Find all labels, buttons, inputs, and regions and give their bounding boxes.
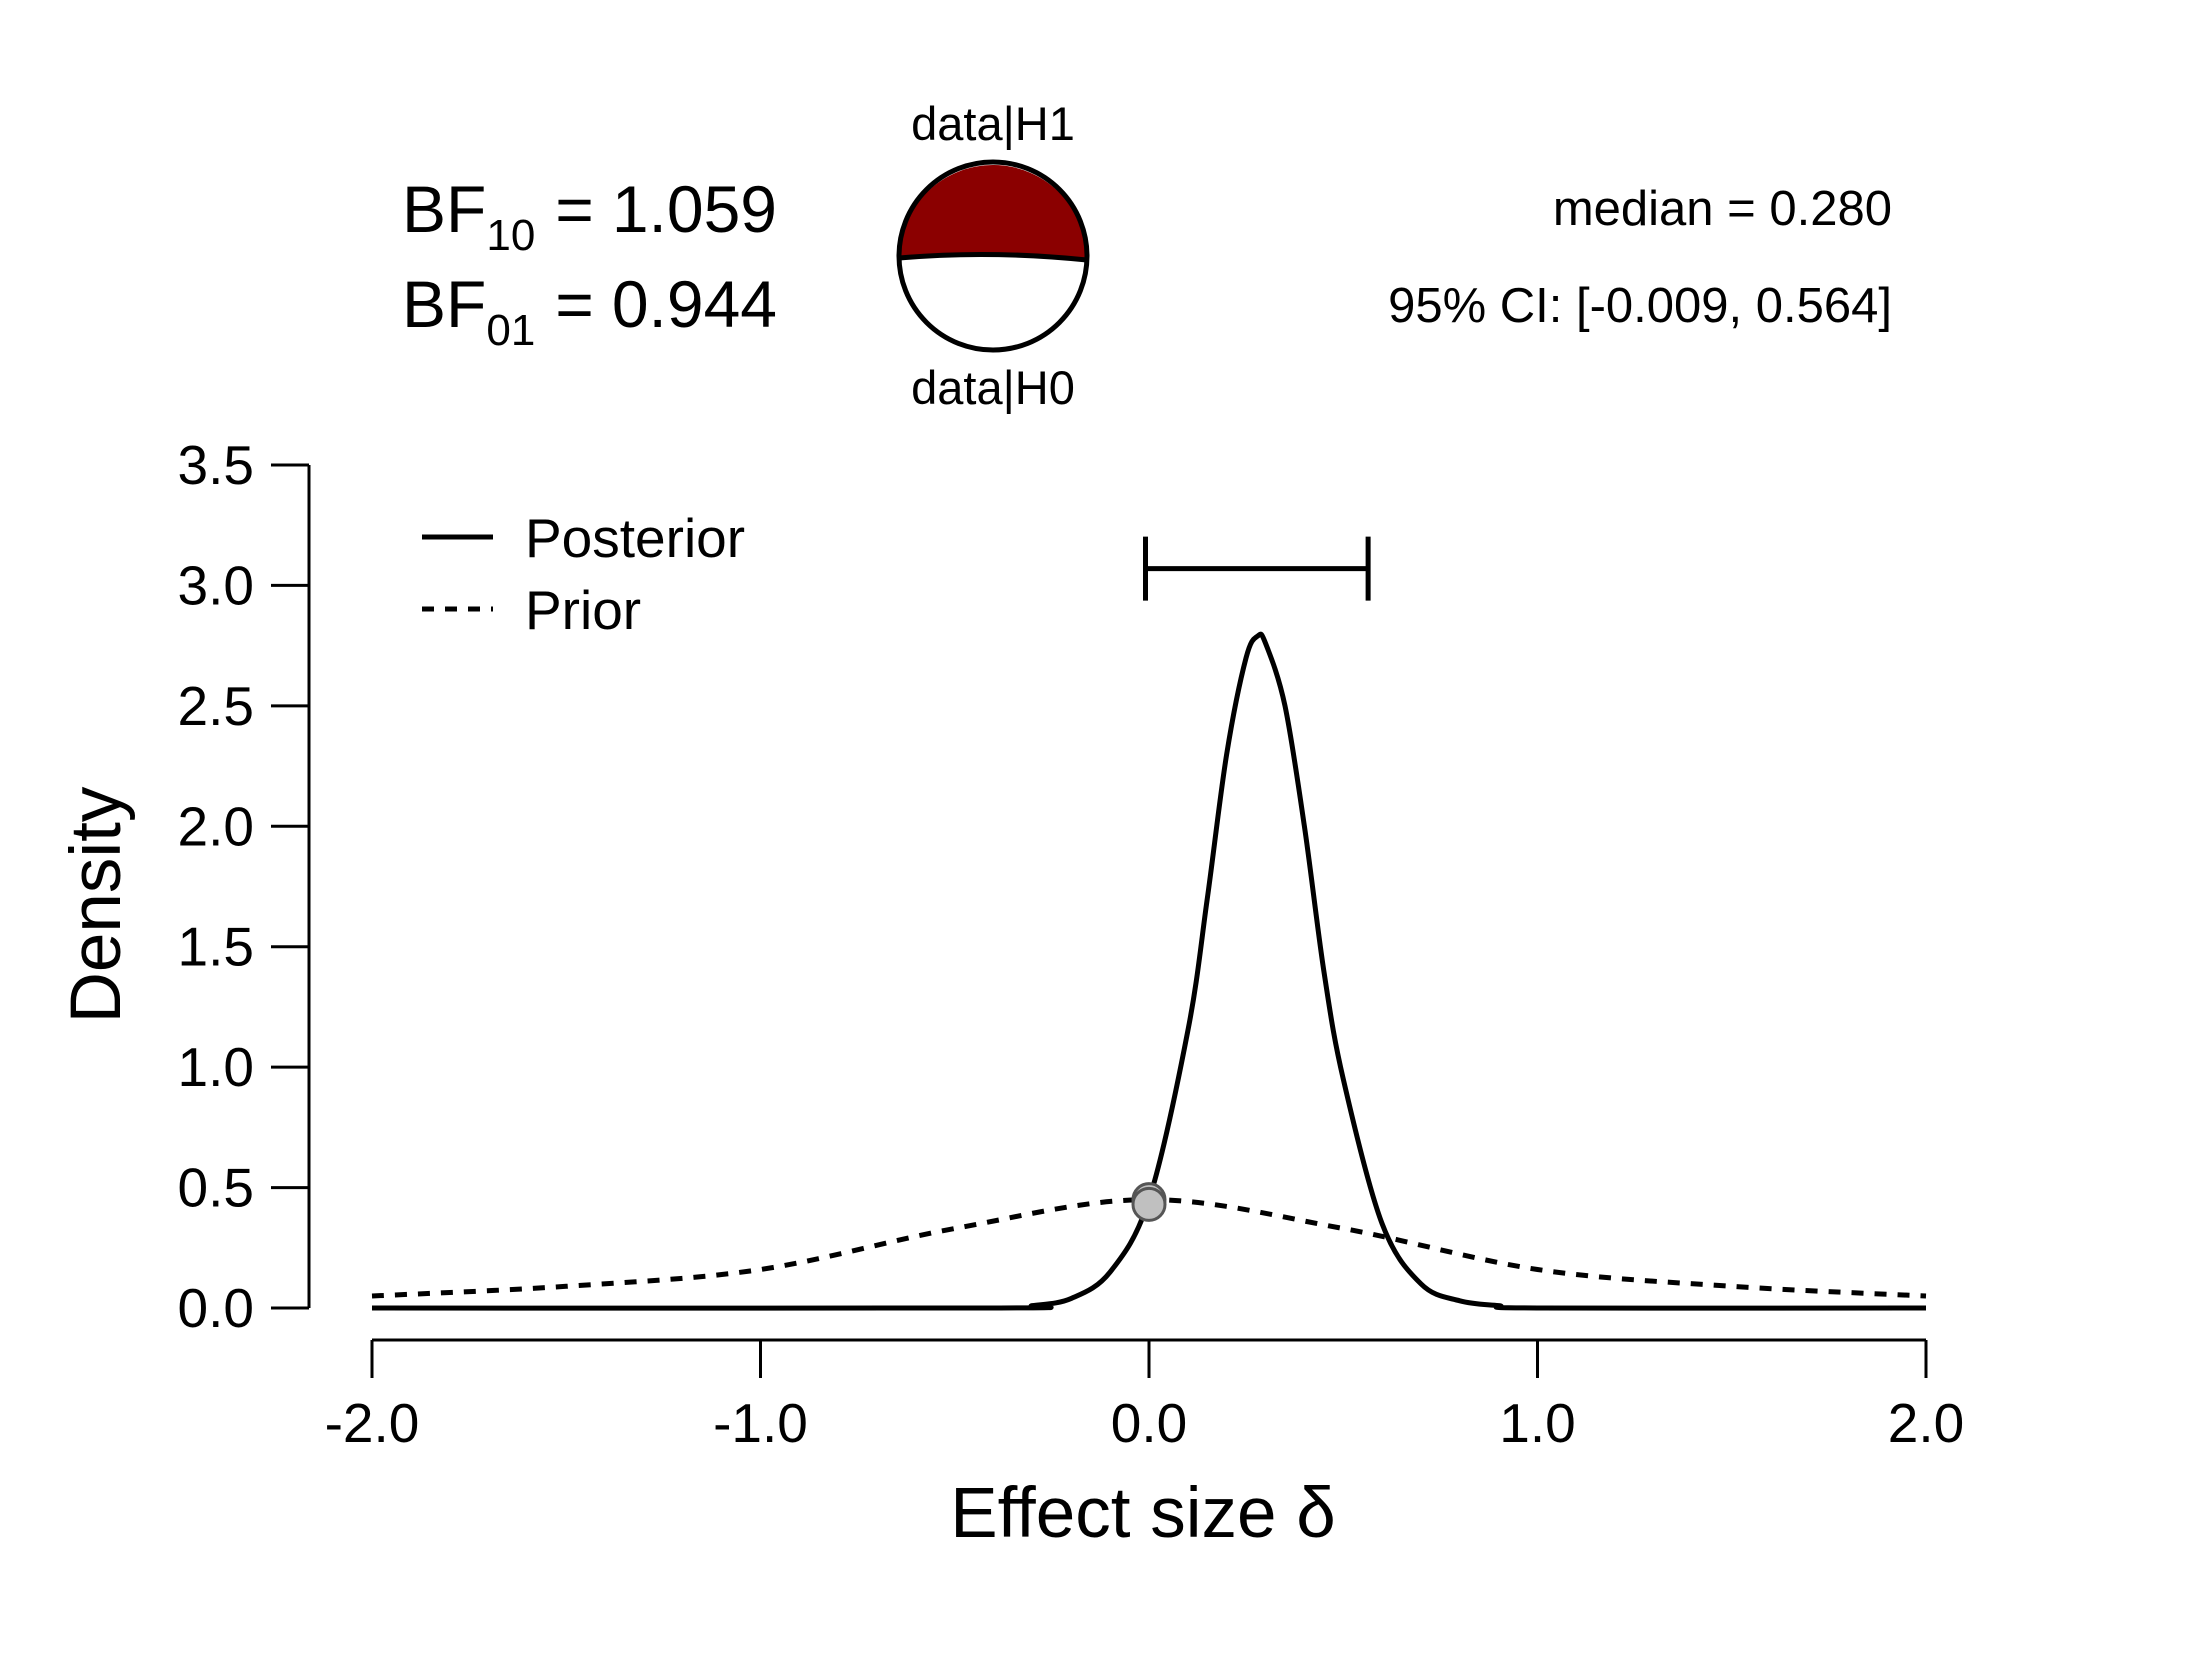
x-tick-label: 2.0 bbox=[1888, 1392, 1964, 1454]
y-tick-label: 3.5 bbox=[178, 434, 254, 496]
pie-h0-slice bbox=[898, 254, 1087, 353]
bf01-label: BF01 = 0.944 bbox=[402, 267, 777, 355]
x-tick-label: -2.0 bbox=[325, 1392, 420, 1454]
point-at-zero bbox=[1131, 1186, 1167, 1222]
y-tick-label: 0.5 bbox=[178, 1157, 254, 1219]
y-tick-label: 1.0 bbox=[178, 1036, 254, 1098]
x-tick-label: -1.0 bbox=[713, 1392, 808, 1454]
y-axis: 0.0 0.5 1.0 1.5 2.0 2.5 3.0 3.5 bbox=[178, 434, 311, 1339]
legend-prior-label: Prior bbox=[525, 579, 641, 641]
median-text: median = 0.280 bbox=[1553, 182, 1892, 236]
y-tick-label: 2.0 bbox=[178, 795, 254, 857]
pie-h1-slice bbox=[899, 165, 1088, 260]
x-tick-label: 1.0 bbox=[1499, 1392, 1575, 1454]
series-posterior-line bbox=[371, 631, 1927, 1311]
bf10-label: BF10 = 1.059 bbox=[402, 172, 777, 260]
plot-area bbox=[371, 536, 1927, 1311]
pie-label-h0: data|H0 bbox=[911, 361, 1075, 414]
y-tick-label: 2.5 bbox=[178, 675, 254, 737]
pie-outline bbox=[896, 159, 1090, 353]
legend: Posterior Prior bbox=[422, 507, 745, 641]
legend-posterior-label: Posterior bbox=[525, 507, 745, 569]
x-tick-label: 0.0 bbox=[1111, 1392, 1187, 1454]
pie-divider bbox=[898, 251, 1088, 263]
pie-label-h1: data|H1 bbox=[911, 97, 1075, 150]
y-tick-label: 1.5 bbox=[178, 916, 254, 978]
y-tick-label: 3.0 bbox=[178, 554, 254, 616]
y-tick-label: 0.0 bbox=[178, 1277, 254, 1339]
y-axis-title: Density bbox=[57, 786, 136, 1023]
ci-text: 95% CI: [-0.009, 0.564] bbox=[1388, 279, 1892, 333]
x-axis: -2.0 -1.0 0.0 1.0 2.0 bbox=[325, 1338, 1964, 1454]
evidence-pie bbox=[896, 159, 1090, 353]
x-axis-title: Effect size δ bbox=[950, 1474, 1335, 1553]
